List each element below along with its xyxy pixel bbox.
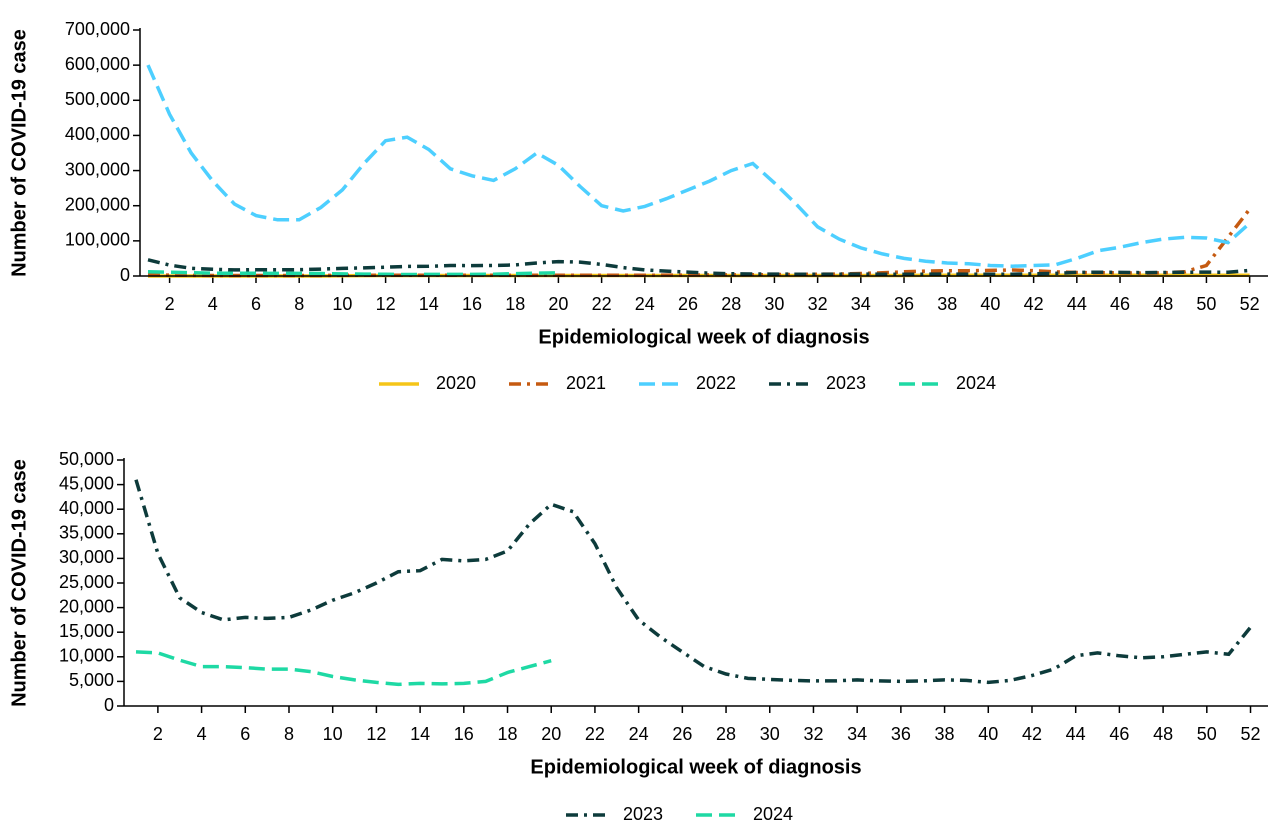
x-tick-label: 12 <box>376 294 396 314</box>
x-tick-label: 52 <box>1240 294 1260 314</box>
x-tick-label: 42 <box>1022 724 1042 744</box>
series-line <box>134 479 1252 685</box>
x-tick-label: 22 <box>592 294 612 314</box>
x-tick-label: 46 <box>1110 294 1130 314</box>
x-tick-label: 40 <box>978 724 998 744</box>
x-tick-label: 44 <box>1067 294 1087 314</box>
x-tick-label: 4 <box>197 724 207 744</box>
legend-label: 2024 <box>753 804 793 823</box>
x-tick-label: 32 <box>808 294 828 314</box>
x-tick-label: 26 <box>678 294 698 314</box>
x-tick-label: 14 <box>419 294 439 314</box>
y-tick-label: 30,000 <box>59 547 114 567</box>
x-tick-label: 18 <box>505 294 525 314</box>
y-tick-label: 40,000 <box>59 498 114 518</box>
x-tick-label: 48 <box>1153 294 1173 314</box>
x-tick-label: 28 <box>716 724 736 744</box>
x-tick-label: 48 <box>1153 724 1173 744</box>
series-line <box>147 258 1250 277</box>
x-tick-label: 6 <box>240 724 250 744</box>
x-tick-label: 8 <box>294 294 304 314</box>
x-tick-label: 44 <box>1066 724 1086 744</box>
y-tick-label: 0 <box>104 695 114 715</box>
x-tick-label: 18 <box>498 724 518 744</box>
x-tick-label: 8 <box>284 724 294 744</box>
legend-label: 2021 <box>566 373 606 393</box>
y-tick-label: 50,000 <box>59 449 114 469</box>
x-tick-label: 16 <box>454 724 474 744</box>
x-tick-label: 22 <box>585 724 605 744</box>
legend-label: 2022 <box>696 373 736 393</box>
x-tick-label: 40 <box>980 294 1000 314</box>
x-tick-label: 46 <box>1109 724 1129 744</box>
y-tick-label: 300,000 <box>65 159 130 179</box>
y-tick-label: 200,000 <box>65 194 130 214</box>
x-tick-label: 10 <box>332 294 352 314</box>
x-tick-label: 2 <box>153 724 163 744</box>
y-tick-label: 20,000 <box>59 596 114 616</box>
x-tick-label: 26 <box>672 724 692 744</box>
y-tick-label: 700,000 <box>65 19 130 39</box>
y-tick-label: 5,000 <box>69 670 114 690</box>
x-tick-label: 24 <box>629 724 649 744</box>
x-tick-label: 32 <box>803 724 823 744</box>
x-tick-label: 30 <box>764 294 784 314</box>
x-tick-label: 4 <box>208 294 218 314</box>
x-tick-label: 34 <box>851 294 871 314</box>
x-axis-title: Epidemiological week of diagnosis <box>530 756 861 778</box>
x-tick-label: 24 <box>635 294 655 314</box>
x-tick-label: 36 <box>891 724 911 744</box>
series-line <box>135 650 552 687</box>
x-tick-label: 42 <box>1024 294 1044 314</box>
y-tick-label: 100,000 <box>65 230 130 250</box>
y-tick-label: 45,000 <box>59 473 114 493</box>
y-tick-label: 0 <box>120 265 130 285</box>
x-tick-label: 6 <box>251 294 261 314</box>
y-tick-label: 500,000 <box>65 89 130 109</box>
x-tick-label: 20 <box>541 724 561 744</box>
legend-label: 2024 <box>956 373 996 393</box>
x-tick-label: 38 <box>935 724 955 744</box>
x-tick-label: 20 <box>548 294 568 314</box>
legend-label: 2020 <box>436 373 476 393</box>
x-tick-label: 38 <box>937 294 957 314</box>
x-axis-title: Epidemiological week of diagnosis <box>538 326 869 348</box>
x-tick-label: 34 <box>847 724 867 744</box>
legend-label: 2023 <box>623 804 663 823</box>
x-tick-label: 30 <box>760 724 780 744</box>
x-tick-label: 50 <box>1197 724 1217 744</box>
y-axis-title: Number of COVID-19 case <box>8 459 30 707</box>
x-tick-label: 10 <box>323 724 343 744</box>
y-tick-label: 25,000 <box>59 572 114 592</box>
x-tick-label: 2 <box>165 294 175 314</box>
x-tick-label: 12 <box>366 724 386 744</box>
series-line <box>147 208 1251 278</box>
x-tick-label: 28 <box>721 294 741 314</box>
y-axis-title: Number of COVID-19 case <box>8 29 30 277</box>
x-tick-label: 36 <box>894 294 914 314</box>
y-tick-label: 15,000 <box>59 621 114 641</box>
y-tick-label: 400,000 <box>65 124 130 144</box>
x-tick-label: 52 <box>1241 724 1261 744</box>
x-tick-label: 14 <box>410 724 430 744</box>
x-tick-label: 50 <box>1196 294 1216 314</box>
legend-label: 2023 <box>826 373 866 393</box>
x-tick-label: 16 <box>462 294 482 314</box>
series-line <box>146 64 1251 268</box>
y-tick-label: 600,000 <box>65 54 130 74</box>
y-tick-label: 35,000 <box>59 523 114 543</box>
y-tick-label: 10,000 <box>59 646 114 666</box>
